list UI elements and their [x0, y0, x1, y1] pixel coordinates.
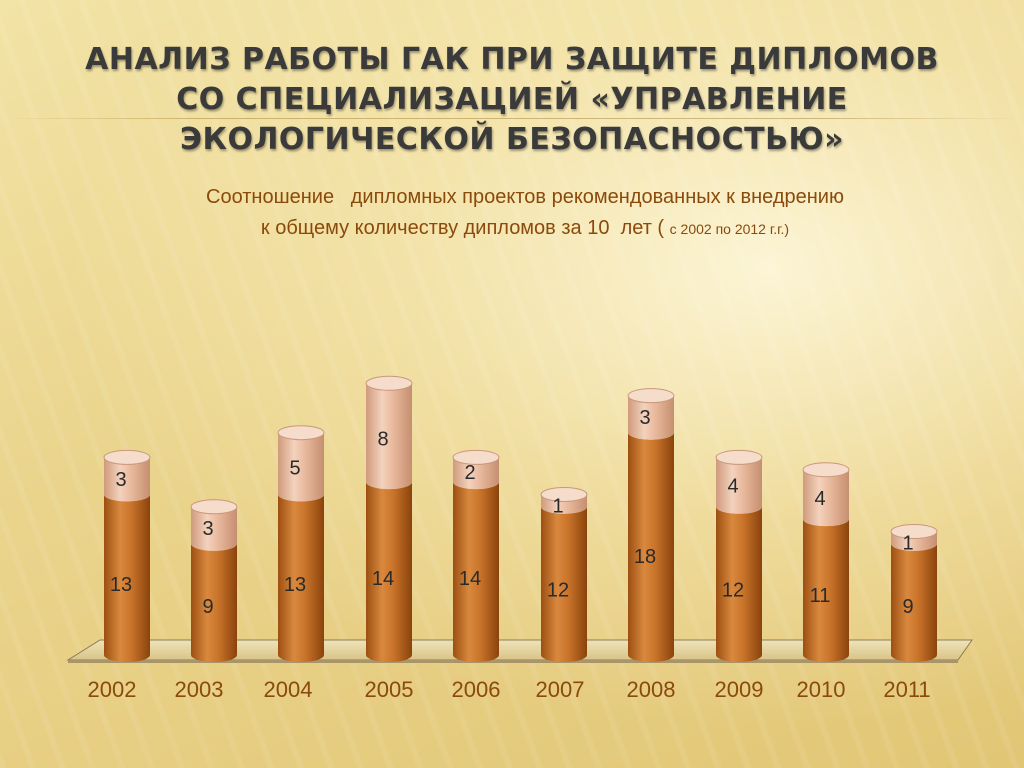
bar-lower-2007: [541, 506, 587, 662]
subtitle-line-2-main: к общему количеству дипломов за 10 лет (: [260, 217, 670, 239]
value-label-lower-2004: 13: [284, 574, 306, 596]
bar-cap-2003: [190, 499, 238, 515]
bar-lower-2008: [628, 432, 674, 662]
category-label-2004: 2004: [264, 677, 313, 702]
bar-cap-2008: [627, 388, 675, 404]
value-label-lower-2006: 14: [459, 568, 481, 590]
bars-group: [103, 375, 938, 662]
value-label-lower-2008: 18: [634, 546, 656, 568]
subtitle-line-2-years: с 2002 по 2012 г.г.): [669, 221, 790, 237]
chart-subtitle: Соотношение дипломных проектов рекомендо…: [100, 182, 950, 245]
bar-lower-2006: [453, 482, 499, 662]
subtitle-line-2: к общему количеству дипломов за 10 лет (…: [100, 213, 950, 245]
bar-upper-2011: [891, 531, 937, 551]
bar-cap-2005: [365, 375, 413, 391]
value-label-upper-2008: 3: [639, 407, 650, 429]
subtitle-line-1: Соотношение дипломных проектов рекомендо…: [206, 186, 844, 208]
bar-lower-2003: [191, 543, 237, 662]
value-label-upper-2002: 3: [115, 469, 126, 491]
bar-upper-2008: [628, 395, 674, 440]
bar-upper-2005: [366, 383, 412, 490]
category-label-2007: 2007: [536, 677, 585, 702]
category-label-2008: 2008: [627, 677, 676, 702]
category-label-2011: 2011: [883, 677, 930, 702]
bar-lower-2004: [278, 494, 324, 662]
value-label-lower-2009: 12: [722, 579, 744, 601]
title-divider: [0, 118, 1024, 119]
bar-lower-2005: [366, 482, 412, 662]
bar-upper-2003: [191, 506, 237, 551]
category-label-2003: 2003: [175, 677, 224, 702]
value-label-upper-2006: 2: [464, 462, 475, 484]
value-label-upper-2009: 4: [727, 476, 738, 498]
bar-lower-2009: [716, 506, 762, 662]
bar-cap-2002: [103, 449, 151, 465]
value-label-lower-2002: 13: [110, 574, 132, 596]
category-label-2005: 2005: [365, 677, 414, 702]
bar-cap-2011: [890, 524, 938, 539]
category-label-2006: 2006: [452, 677, 501, 702]
bar-upper-2004: [278, 432, 324, 502]
bar-upper-2007: [541, 494, 587, 514]
slide-title: Анализ работы ГАК при защите дипломов со…: [85, 42, 939, 157]
value-label-upper-2007: 1: [552, 495, 563, 517]
value-label-upper-2003: 3: [202, 518, 213, 540]
value-label-lower-2011: 9: [902, 596, 913, 618]
value-label-lower-2003: 9: [202, 596, 213, 618]
value-label-lower-2007: 12: [547, 579, 569, 601]
value-label-upper-2005: 8: [377, 429, 388, 451]
bar-lower-2011: [891, 543, 937, 662]
labels-group: 1332002932003135200414820051422006121200…: [88, 407, 931, 702]
bar-upper-2002: [104, 457, 150, 502]
bar-cap-2010: [802, 462, 850, 478]
bar-cap-2007: [540, 486, 588, 502]
bar-upper-2006: [453, 457, 499, 490]
bar-upper-2009: [716, 457, 762, 514]
bar-cap-2006: [452, 449, 500, 465]
value-label-upper-2011: 1: [902, 533, 913, 555]
bar-lower-2002: [104, 494, 150, 662]
category-label-2009: 2009: [715, 677, 764, 702]
category-label-2010: 2010: [797, 677, 846, 702]
category-label-2002: 2002: [88, 677, 137, 702]
value-label-upper-2010: 4: [814, 488, 825, 510]
value-label-lower-2010: 11: [810, 585, 831, 607]
bar-cap-2009: [715, 449, 763, 465]
bar-lower-2010: [803, 519, 849, 662]
value-label-lower-2005: 14: [372, 568, 394, 590]
bar-cap-2004: [277, 425, 325, 441]
value-label-upper-2004: 5: [289, 458, 300, 480]
bar-upper-2010: [803, 469, 849, 527]
